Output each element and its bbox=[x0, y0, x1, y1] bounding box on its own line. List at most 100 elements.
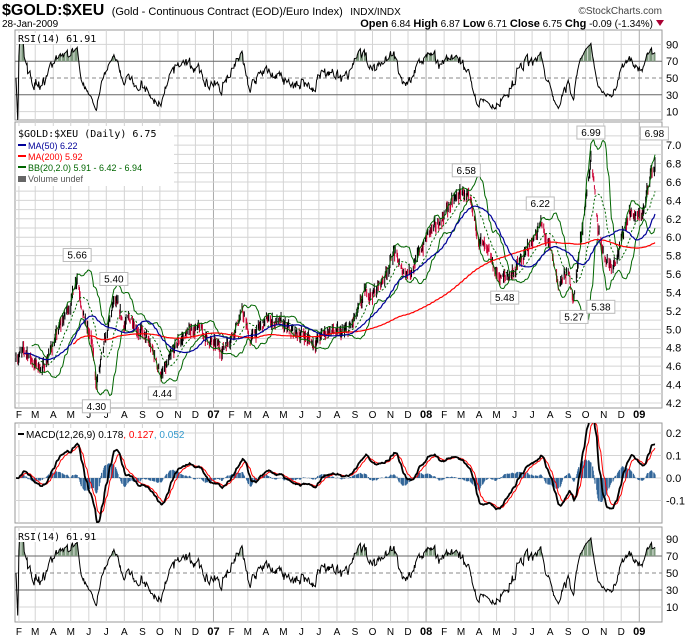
volume-icon bbox=[18, 176, 26, 182]
price-tick-label: 5.4 bbox=[666, 287, 681, 299]
rsi-top-label: RSI(14) 61.91 bbox=[18, 34, 96, 45]
price-annotation-box bbox=[147, 386, 177, 401]
price-tick-label: 4.2 bbox=[666, 398, 681, 410]
description: (Gold - Continuous Contract (EOD)/Euro I… bbox=[112, 6, 343, 18]
ma50-swatch bbox=[18, 144, 26, 146]
price-annotation-box bbox=[81, 399, 111, 414]
month-label: D bbox=[404, 627, 411, 638]
month-label: N bbox=[174, 627, 181, 638]
low-label: Low bbox=[463, 18, 485, 30]
macd-tick-label: 0.0 bbox=[666, 473, 681, 485]
month-label: J bbox=[512, 410, 517, 421]
rsi-tick-label: 70 bbox=[666, 551, 678, 563]
month-label: A bbox=[547, 627, 554, 638]
month-label: A bbox=[263, 627, 270, 638]
price-annotation-label: 5.48 bbox=[495, 293, 515, 304]
price-annotation-label: 5.27 bbox=[564, 312, 584, 323]
price-annotation-label: 6.22 bbox=[531, 199, 551, 210]
copyright[interactable]: ©StockCharts.com bbox=[578, 6, 662, 17]
price-annotation-box bbox=[576, 125, 606, 140]
price-annotation-label: 5.40 bbox=[104, 274, 124, 285]
chg-label: Chg bbox=[565, 18, 586, 30]
macd-hist-value: , 0.052 bbox=[154, 430, 185, 441]
month-label: J bbox=[86, 410, 91, 421]
month-label: F bbox=[16, 627, 22, 638]
macd-tick-label: 0.1 bbox=[666, 451, 681, 463]
chg-value: -0.09 (-1.34%) bbox=[589, 19, 653, 30]
price-annotation-label: 4.44 bbox=[152, 389, 172, 400]
macd-label-bg bbox=[16, 428, 174, 440]
month-label: J bbox=[299, 627, 304, 638]
rsi-tick-label: 10 bbox=[666, 107, 678, 119]
price-annotation-box bbox=[639, 126, 669, 141]
month-label: S bbox=[565, 410, 572, 421]
open-label: Open bbox=[360, 18, 388, 30]
panel-rsi1 bbox=[14, 29, 663, 121]
month-label: S bbox=[139, 627, 146, 638]
bb-upper-line bbox=[31, 139, 656, 360]
rsi-tick-label: 90 bbox=[666, 534, 678, 546]
price-annotation-box bbox=[525, 196, 555, 211]
price-tick-label: 6.0 bbox=[666, 232, 681, 244]
month-label: M bbox=[457, 410, 465, 421]
ma50-line bbox=[24, 205, 656, 361]
chart-date: 28-Jan-2009 bbox=[2, 19, 59, 30]
low-value: 6.71 bbox=[488, 19, 508, 30]
month-label: O bbox=[369, 410, 377, 421]
rsi2-label-bg bbox=[17, 531, 89, 542]
month-label: A bbox=[263, 410, 270, 421]
month-label: A bbox=[476, 410, 483, 421]
macd-swatch bbox=[18, 433, 24, 435]
rsi-label-bg bbox=[17, 33, 89, 44]
month-label: N bbox=[600, 410, 607, 421]
rsi-line-rsi1 bbox=[15, 38, 656, 120]
month-label: 08 bbox=[420, 409, 432, 421]
price-annotation-label: 5.66 bbox=[67, 251, 87, 262]
close-label: Close bbox=[510, 18, 540, 30]
month-label: S bbox=[352, 410, 359, 421]
month-label: 08 bbox=[420, 626, 432, 638]
ohlc-summary: Open 6.84 High 6.87 Low 6.71 Close 6.75 … bbox=[360, 18, 653, 30]
month-label: D bbox=[618, 627, 625, 638]
volume-legend: Volume undef bbox=[28, 174, 84, 184]
month-label: J bbox=[530, 627, 535, 638]
price-tick-label: 4.4 bbox=[666, 380, 681, 392]
month-label: N bbox=[174, 410, 181, 421]
month-label: D bbox=[618, 410, 625, 421]
month-label: A bbox=[121, 627, 128, 638]
month-label: J bbox=[512, 627, 517, 638]
month-label: M bbox=[31, 410, 39, 421]
ma50-legend: MA(50) 6.22 bbox=[28, 141, 78, 151]
month-label: J bbox=[86, 627, 91, 638]
price-tick-label: 5.2 bbox=[666, 306, 681, 318]
bb-swatch bbox=[18, 166, 26, 168]
month-label: M bbox=[279, 410, 287, 421]
month-label: M bbox=[244, 410, 252, 421]
month-label: F bbox=[441, 410, 447, 421]
month-label: S bbox=[565, 627, 572, 638]
price-tick-label: 7.0 bbox=[666, 140, 681, 152]
month-label: A bbox=[334, 627, 341, 638]
macd-line bbox=[15, 423, 656, 523]
month-label: F bbox=[228, 627, 234, 638]
close-value: 6.75 bbox=[543, 19, 563, 30]
month-label: M bbox=[31, 627, 39, 638]
price-annotation-box bbox=[99, 271, 129, 286]
high-value: 6.87 bbox=[441, 19, 461, 30]
month-label: D bbox=[404, 410, 411, 421]
month-label: A bbox=[334, 410, 341, 421]
month-label: M bbox=[279, 627, 287, 638]
rsi-tick-label: 50 bbox=[666, 73, 678, 85]
month-label: S bbox=[352, 627, 359, 638]
rsi-tick-label: 10 bbox=[666, 602, 678, 614]
month-label: M bbox=[492, 627, 500, 638]
month-label: M bbox=[67, 627, 75, 638]
month-label: N bbox=[600, 627, 607, 638]
macd-value: MACD(12,26,9) 0.178 bbox=[26, 430, 124, 441]
down-triangle-icon bbox=[656, 20, 664, 26]
bb-legend: BB(20,2.0) 5.91 - 6.42 - 6.94 bbox=[28, 163, 142, 173]
rsi-bottom-label: RSI(14) 61.91 bbox=[18, 532, 96, 543]
price-tick-label: 6.6 bbox=[666, 177, 681, 189]
ma200-swatch bbox=[18, 155, 26, 157]
